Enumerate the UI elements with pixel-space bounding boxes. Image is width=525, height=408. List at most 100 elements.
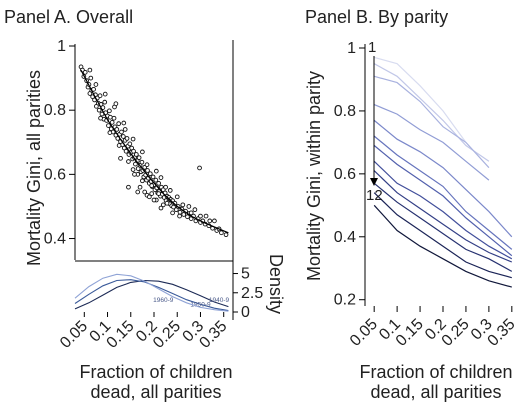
scatter-point [164,200,170,206]
scatter-point [153,177,159,183]
density-series-label: 1960-9 [153,297,174,304]
scatter-point [106,123,111,128]
panel-b-lines [373,56,513,288]
panel-b-x-axis-title-line1: Fraction of children [359,362,512,382]
scatter-point [223,232,229,238]
panel-a-y-tick-label: 1 [57,38,66,55]
density-y-axis: 02.55 [233,266,263,321]
scatter-point [107,130,113,135]
scatter-point [150,174,156,180]
panel-a-x-axis: 0.050.10.150.20.250.30.35 [57,312,231,352]
scatter-point [158,175,164,180]
scatter-point [123,148,129,154]
scatter-point [88,75,94,81]
panel-a-y-tick-label: 0.4 [44,231,66,248]
panel-a-x-tick-label: 0.15 [104,318,138,352]
panel-a-y-tick-label: 0.8 [44,102,66,119]
scatter-point [186,204,192,209]
scatter-point [96,107,102,113]
parity-line [373,160,513,260]
parity-arrow-end-label: 12 [366,187,383,204]
panel-a-x-axis-title-line1: Fraction of children [79,362,232,382]
scatter-point [170,210,175,216]
density-series-label: 1940-9 [209,297,230,304]
scatter-point [97,93,103,99]
panel-b-y-tick-label: 0.2 [334,292,356,309]
scatter-point [137,184,143,190]
parity-arrow: 1 12 [366,39,383,204]
parity-line [373,170,513,263]
parity-line [373,145,513,257]
scatter-point [156,180,161,186]
scatter-point [180,202,186,208]
panel-a-scatter [78,64,229,238]
scatter-point [113,101,119,107]
fit-line [80,69,229,234]
scatter-point [139,159,145,165]
panel-a-x-tick-label: 0.05 [57,318,91,352]
panel-b-x-axis: 0.050.10.150.20.250.30.35 [347,306,519,350]
parity-line [373,135,513,250]
panel-a-x-axis-title-line2: dead, all parities [90,382,221,402]
panel-b-x-tick-label: 0.05 [347,316,381,350]
panel-a: Panel A. Overall Mortality Gini, all par… [4,7,286,402]
scatter-point [111,115,117,121]
density-y-tick-label: 0 [241,304,250,321]
scatter-point [145,168,150,173]
scatter-point [116,121,122,127]
scatter-point [126,159,131,164]
panel-b-y-axis-title: Mortality Gini, within parity [304,71,324,281]
scatter-point [147,171,153,177]
parity-line [374,75,490,169]
density-y-tick-label: 5 [241,266,250,283]
density-curve [74,273,229,312]
panel-b-x-tick-label: 0.35 [485,316,519,350]
scatter-point [197,165,202,171]
scatter-point [188,210,194,216]
panel-b-title: Panel B. By parity [305,7,448,27]
scatter-point [124,136,130,141]
panel-a-y-axis: 0.4 0.6 0.8 1 [44,38,76,260]
scatter-point [114,127,120,132]
parity-arrow-start-label: 1 [368,39,376,56]
panel-b-y-tick-label: 0.8 [334,103,356,120]
panel-b-x-tick-label: 0.25 [439,316,473,350]
scatter-point [212,218,217,224]
scatter-point [116,143,122,148]
panel-b-y-tick-label: 0.6 [334,166,356,183]
scatter-point [156,191,161,196]
density-series-label: 1950-9 [190,302,211,309]
panel-b-x-tick-label: 0.15 [393,316,427,350]
parity-line [373,204,512,288]
panel-a-y-axis-title: Mortality Gini, all parities [24,70,44,266]
parity-line [373,104,490,181]
parity-line [373,63,490,162]
density-y-axis-title: Density [266,254,286,314]
scatter-point [118,155,123,161]
scatter-point [192,207,198,213]
scatter-point [140,178,145,184]
scatter-point [174,194,180,200]
panel-b: Panel B. By parity Mortality Gini, withi… [304,7,519,402]
panel-a-y-tick-label: 0.6 [44,166,66,183]
scatter-point [149,183,155,188]
scatter-point [136,155,142,161]
scatter-point [142,189,148,195]
scatter-point [151,197,157,203]
scatter-point [87,67,93,73]
scatter-point [135,189,141,195]
scatter-point [133,152,139,157]
scatter-point [167,188,173,193]
parity-line [373,119,513,238]
scatter-point [130,167,136,172]
panel-b-y-tick-label: 0.4 [334,229,356,246]
panel-b-x-axis-title-line2: dead, all parities [370,382,501,402]
scatter-point [144,162,150,168]
scatter-point [177,213,182,219]
scatter-point [127,141,133,147]
scatter-point [198,213,203,219]
scatter-point [207,218,213,224]
parity-line [373,192,512,279]
